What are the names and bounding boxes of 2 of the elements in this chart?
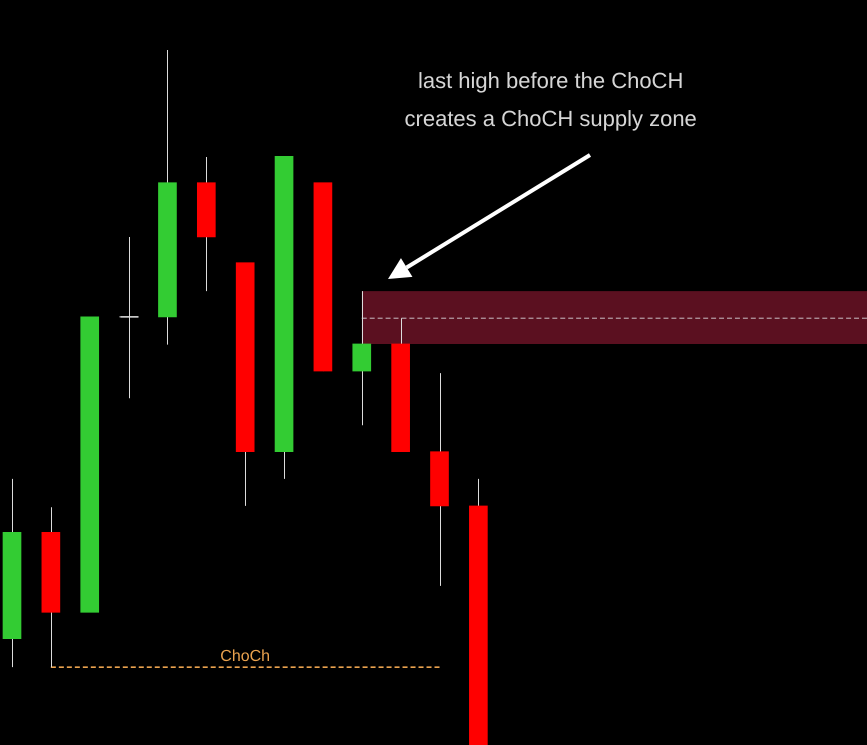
- annotation: last high before the ChoCH creates a ChoCH supply zone: [404, 68, 697, 131]
- series-label: ChoCh: [220, 648, 270, 666]
